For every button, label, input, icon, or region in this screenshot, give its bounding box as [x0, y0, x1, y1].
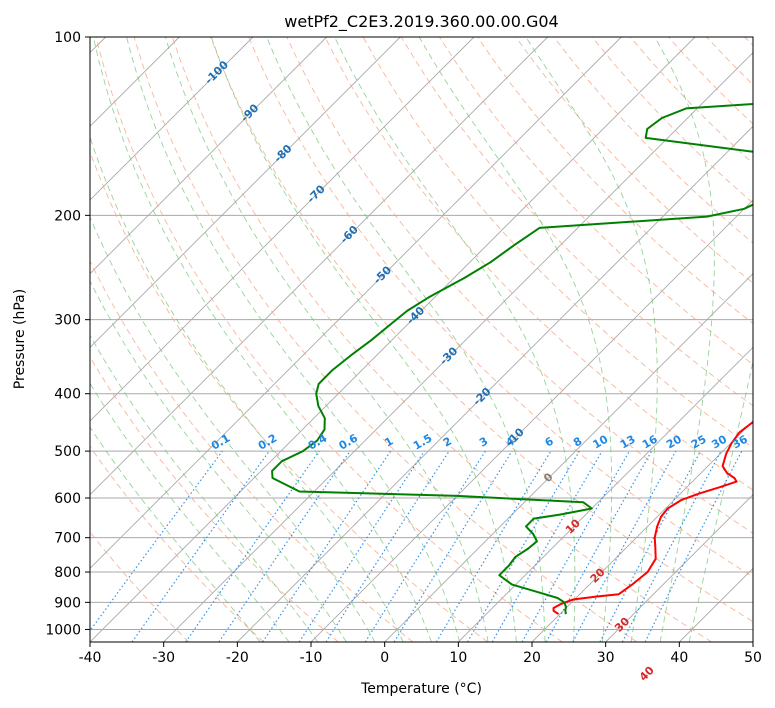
x-axis-tick-label: 10 — [449, 650, 467, 666]
y-axis-tick-label: 1000 — [45, 622, 81, 638]
moist-adiabat-line — [164, 37, 489, 642]
moist-adiabat-line — [525, 37, 658, 642]
dry-adiabat-line — [286, 37, 753, 534]
y-axis-tick-label: 500 — [54, 444, 81, 460]
y-axis-tick-label: 100 — [54, 30, 81, 46]
x-axis-tick-label: -30 — [152, 650, 175, 666]
dry-adiabat-line — [95, 37, 563, 642]
x-axis-tick-label: 30 — [597, 650, 615, 666]
dry-adiabat-line — [90, 356, 339, 642]
mixing-ratio-line — [185, 450, 320, 642]
x-axis-label: Temperature (°C) — [360, 681, 482, 697]
mixing-ratio-line — [262, 450, 392, 642]
temperature-profile-line — [552, 420, 753, 615]
y-axis-tick-label: 800 — [54, 565, 81, 581]
mixing-ratio-line — [325, 450, 450, 642]
dewpoint-profile-line — [271, 102, 753, 615]
dry-adiabat-line — [210, 37, 753, 623]
mixing-ratio-line — [521, 450, 631, 642]
isotherm-line — [90, 37, 401, 348]
profile-lines — [271, 102, 753, 615]
isotherm-line — [605, 494, 753, 642]
y-axis-tick-label: 400 — [54, 387, 81, 403]
x-axis-tick-label: -10 — [300, 650, 323, 666]
isotherm-line — [458, 346, 753, 642]
isotherm-line — [384, 273, 753, 642]
y-axis-tick-label: 600 — [54, 491, 81, 507]
dry-adiabat-line — [171, 37, 712, 642]
dry-adiabat-line — [90, 445, 264, 642]
moist-adiabat-line — [90, 279, 347, 642]
moist-adiabat-line — [92, 37, 432, 642]
mixing-ratio-line — [90, 450, 223, 632]
mixing-ratio-line — [131, 450, 270, 642]
moist-adiabat-line — [90, 426, 261, 642]
isotherm-line — [90, 37, 622, 569]
mixing-ratio-line — [393, 450, 513, 642]
mixing-ratio-line — [572, 450, 677, 642]
isotherm-line — [90, 37, 327, 275]
dry-adiabat-line — [90, 259, 414, 642]
background-lines — [90, 37, 753, 642]
moist-adiabat-line — [210, 37, 517, 642]
y-axis-tick-label: 300 — [54, 313, 81, 329]
moist-adiabat-line — [688, 359, 753, 642]
moist-adiabat-line — [334, 37, 576, 642]
isotherm-line — [90, 37, 254, 201]
dry-adiabat-line — [324, 37, 753, 491]
mixing-ratio-line — [218, 450, 351, 642]
isotherm-line — [163, 52, 753, 642]
isotherm-line — [531, 420, 753, 642]
y-axis-tick-label: 700 — [54, 531, 81, 547]
axes: -40 -30 -20 -10 0 10 20 30 40 50 1000 900 800 700 600 5… — [45, 30, 762, 666]
plot-frame — [89, 36, 754, 643]
isotherm-line — [90, 37, 696, 642]
moist-adiabat-line — [654, 37, 715, 642]
moist-adiabat-line — [418, 37, 613, 642]
x-axis-tick-label: -20 — [226, 650, 249, 666]
y-axis-tick-label: 900 — [54, 595, 81, 611]
x-axis-tick-label: 50 — [744, 650, 762, 666]
x-axis-tick-label: 40 — [670, 650, 688, 666]
x-axis-tick-label: 20 — [523, 650, 541, 666]
isotherm-line — [90, 37, 548, 496]
mixing-ratio-line — [545, 450, 653, 642]
y-axis-tick-label: 200 — [54, 208, 81, 224]
isotherm-line — [237, 125, 753, 642]
dry-adiabat-line — [248, 37, 753, 578]
moist-adiabat-line — [90, 135, 404, 642]
moist-adiabat-line — [90, 334, 319, 642]
moist-adiabat-line — [266, 37, 546, 642]
moist-adiabat-line — [126, 37, 461, 642]
isotherm-line — [90, 37, 475, 422]
chart-title: wetPf2_C2E3.2019.360.00.00.G04 — [284, 12, 558, 32]
moist-adiabat-line — [90, 382, 290, 642]
x-axis-tick-label: -40 — [79, 650, 102, 666]
dry-adiabat-line — [515, 37, 753, 284]
x-axis-tick-label: 0 — [380, 650, 389, 666]
mixing-ratio-line — [644, 450, 743, 642]
y-axis-label: Pressure (hPa) — [12, 289, 28, 389]
